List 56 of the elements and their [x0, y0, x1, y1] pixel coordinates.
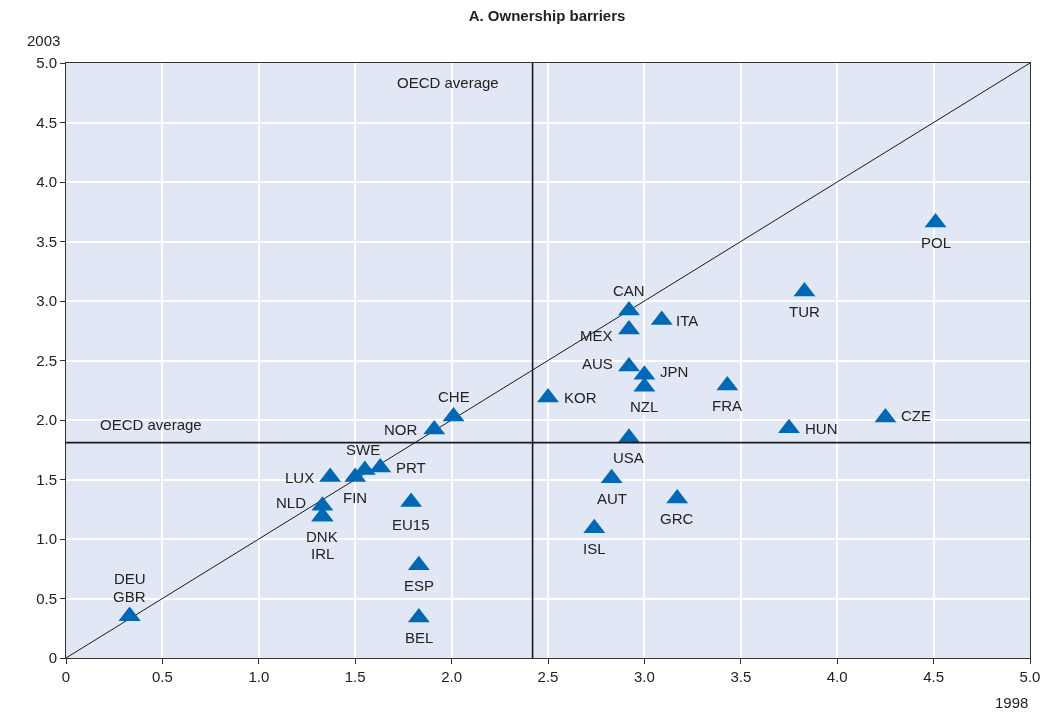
annotation: POL	[921, 234, 952, 251]
annotation: FIN	[343, 489, 368, 506]
annotation: AUS	[582, 355, 613, 372]
annotation: NLD	[276, 494, 307, 511]
y-tick-label: 0	[48, 649, 57, 667]
annotation: IRL	[311, 545, 335, 562]
annotation: LUX	[285, 469, 315, 486]
x-tick-label: 0	[61, 668, 71, 685]
annotation: ESP	[404, 577, 435, 594]
x-tick-label: 2.0	[441, 668, 463, 685]
y-tick-label: 1.0	[36, 530, 57, 548]
y-tick-label: 0.5	[36, 589, 57, 607]
annotation: PRT	[396, 459, 426, 476]
annotation: BEL	[405, 629, 434, 646]
x-tick-label: 2.5	[537, 668, 559, 685]
y-tick-label: 5.0	[36, 54, 57, 72]
annotation: TUR	[789, 303, 820, 320]
y-tick-label: 4.0	[36, 173, 57, 191]
x-axis-title: 1998	[995, 694, 1029, 711]
x-tick-label: 1.0	[248, 668, 270, 685]
y-tick-label: 4.5	[36, 113, 57, 131]
annotation: AUT	[597, 490, 627, 507]
y-tick-label: 2.5	[36, 351, 57, 369]
x-tick-label: 5.0	[1019, 668, 1041, 685]
chart-title: A. Ownership barriers	[468, 7, 626, 25]
annotation: ITA	[676, 312, 699, 329]
y-tick-label: 2.0	[36, 411, 57, 429]
y-axis-title: 2003	[27, 32, 61, 49]
annotation: USA	[613, 449, 644, 466]
annotation: NOR	[384, 421, 418, 438]
annotation: HUN	[805, 420, 838, 437]
annotation: EU15	[392, 516, 430, 533]
y-tick-label: 3.5	[36, 232, 57, 250]
annotation: DEU	[114, 570, 146, 587]
annotation: CZE	[901, 407, 931, 424]
annotation: DNK	[306, 528, 338, 545]
annotation: KOR	[564, 389, 597, 406]
x-tick-label: 1.5	[344, 668, 366, 685]
x-tick-label: 3.0	[633, 668, 655, 685]
annotation: FRA	[712, 397, 742, 414]
annotation: GBR	[113, 588, 146, 605]
annotation: GRC	[660, 510, 694, 527]
x-tick-label: 4.5	[923, 668, 945, 685]
annotation: SWE	[346, 441, 381, 458]
ref-line-label: OECD average	[100, 416, 202, 433]
x-tick-label: 3.5	[730, 668, 752, 685]
annotation: JPN	[660, 363, 689, 380]
annotation: CHE	[438, 388, 470, 405]
x-tick-label: 4.0	[826, 668, 848, 685]
x-tick-label: 0.5	[151, 668, 173, 685]
annotation: CAN	[613, 282, 645, 299]
y-tick-label: 1.5	[36, 470, 57, 488]
annotation: ISL	[583, 540, 606, 557]
annotation: NZL	[630, 398, 659, 415]
ref-line-label: OECD average	[397, 74, 499, 91]
y-tick-label: 3.0	[36, 292, 57, 310]
